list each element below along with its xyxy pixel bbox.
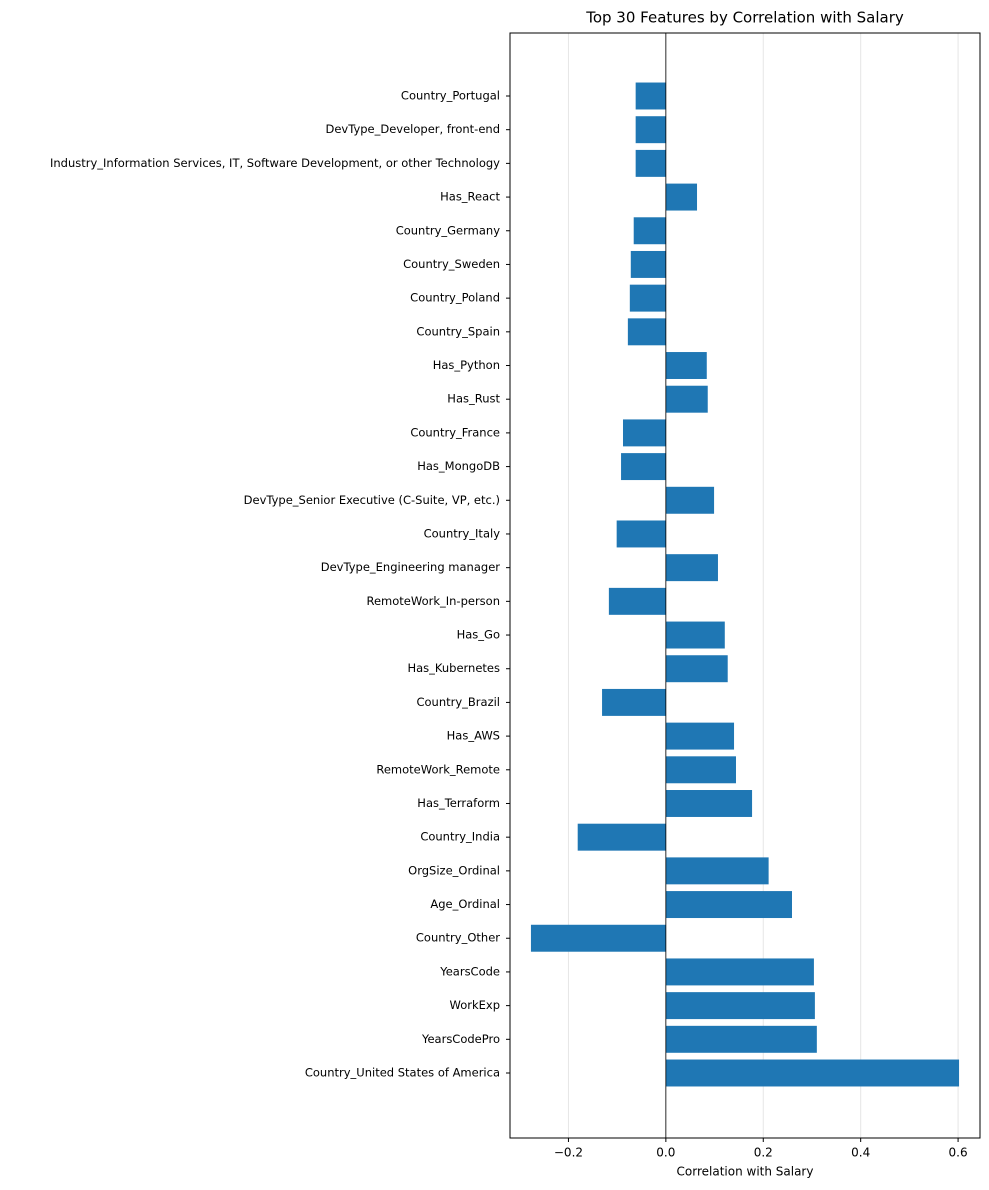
bar xyxy=(665,554,718,582)
bar xyxy=(627,318,666,346)
bar xyxy=(602,688,666,716)
bar xyxy=(621,453,666,481)
bar xyxy=(665,385,708,413)
y-tick-label: Country_Poland xyxy=(410,291,500,305)
y-tick-label: OrgSize_Ordinal xyxy=(408,863,500,877)
y-tick-label: YearsCode xyxy=(439,964,500,978)
bar xyxy=(665,756,736,784)
plot-frame xyxy=(509,32,981,1139)
y-tick-label: Industry_Information Services, IT, Softw… xyxy=(50,156,500,170)
x-tick-label: 0.2 xyxy=(754,1146,773,1160)
y-tick-label: RemoteWork_Remote xyxy=(376,762,500,776)
bar xyxy=(665,790,753,817)
y-tick-label: RemoteWork_In-person xyxy=(367,594,501,608)
bar xyxy=(665,486,715,514)
bar xyxy=(665,958,814,986)
y-tick-label: WorkExp xyxy=(450,998,501,1012)
y-tick-label: Country_Germany xyxy=(396,223,500,237)
y-tick-label: Has_Go xyxy=(457,628,500,642)
bar xyxy=(622,419,666,447)
bar xyxy=(665,621,725,649)
bar xyxy=(629,284,666,312)
y-tick-label: Country_India xyxy=(420,830,500,844)
x-axis-label: Correlation with Salary xyxy=(677,1165,814,1179)
x-tick-label: 0.4 xyxy=(851,1146,870,1160)
y-tick-label: Country_Other xyxy=(416,931,500,945)
bar xyxy=(665,655,728,683)
bar xyxy=(630,250,666,278)
y-tick-label: Has_Rust xyxy=(447,392,500,406)
bar xyxy=(665,722,735,750)
y-tick-label: Age_Ordinal xyxy=(430,897,500,911)
y-tick-label: Has_React xyxy=(440,190,500,204)
bar xyxy=(665,891,792,919)
chart-title: Top 30 Features by Correlation with Sala… xyxy=(585,9,904,27)
bar xyxy=(665,992,815,1020)
bar xyxy=(665,183,698,211)
y-tick-label: Country_Sweden xyxy=(403,257,500,271)
y-tick-label: YearsCodePro xyxy=(421,1032,500,1046)
y-tick-label: DevType_Developer, front-end xyxy=(325,122,500,136)
x-tick-label: 0.6 xyxy=(949,1146,968,1160)
y-tick-label: Has_Python xyxy=(433,358,500,372)
bar xyxy=(608,587,666,615)
bar xyxy=(635,82,666,110)
bar xyxy=(616,520,666,548)
bar xyxy=(665,1059,960,1087)
y-tick-label: DevType_Senior Executive (C-Suite, VP, e… xyxy=(244,493,500,507)
bar xyxy=(665,1025,817,1053)
bar xyxy=(635,149,666,177)
y-tick-label: Has_Kubernetes xyxy=(407,661,500,675)
y-tick-label: Country_France xyxy=(410,425,500,439)
y-tick-label: DevType_Engineering manager xyxy=(321,560,501,574)
bar xyxy=(633,217,666,245)
x-tick-label: −0.2 xyxy=(554,1146,583,1160)
y-tick-label: Has_MongoDB xyxy=(417,459,500,473)
y-tick-label: Has_Terraform xyxy=(417,796,500,810)
x-tick-label: 0.0 xyxy=(656,1146,675,1160)
bar xyxy=(665,857,769,885)
y-tick-label: Country_Portugal xyxy=(401,89,500,103)
y-tick-label: Country_Spain xyxy=(416,324,500,338)
y-tick-label: Country_Brazil xyxy=(416,695,500,709)
y-tick-label: Country_United States of America xyxy=(305,1066,500,1080)
bar xyxy=(577,823,666,851)
y-tick-label: Has_AWS xyxy=(447,729,500,743)
bar xyxy=(635,116,666,144)
bar xyxy=(530,924,666,952)
y-tick-label: Country_Italy xyxy=(424,526,501,540)
bar xyxy=(665,352,707,379)
